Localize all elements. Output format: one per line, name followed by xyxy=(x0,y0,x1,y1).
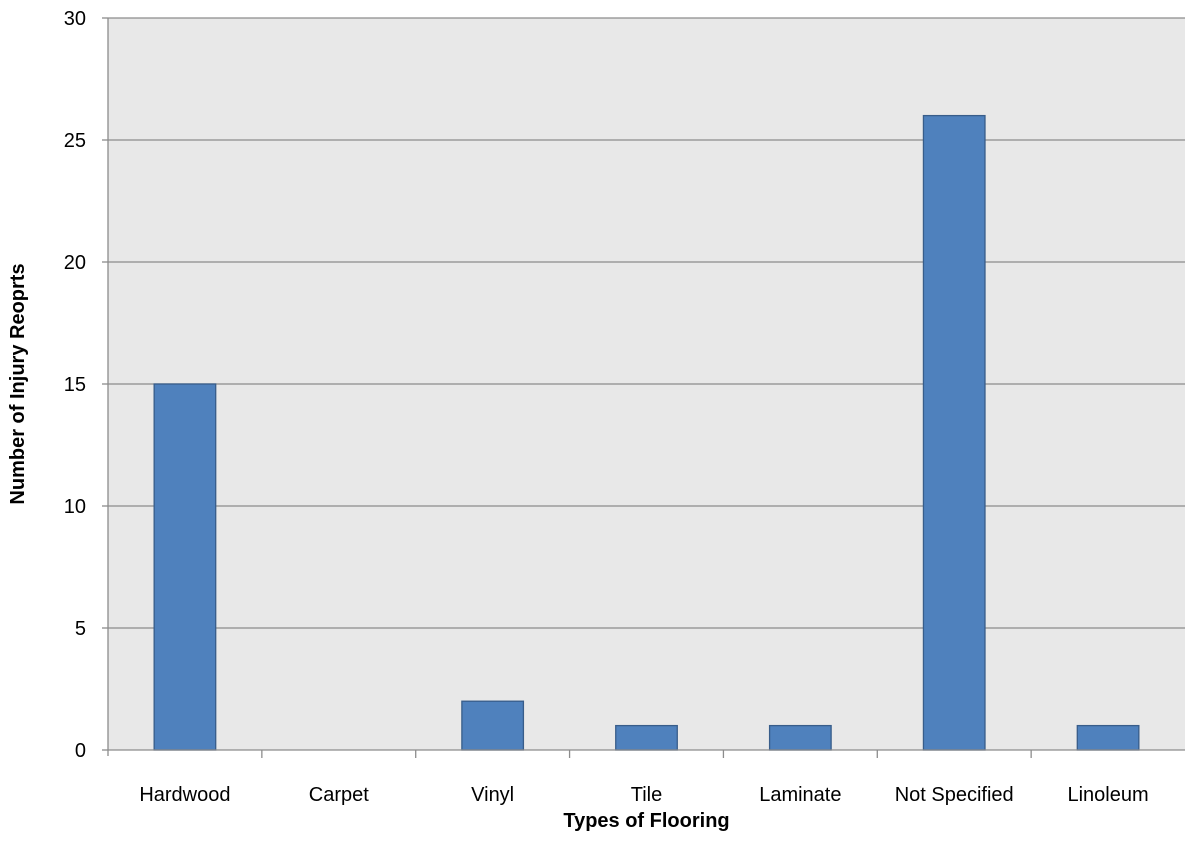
x-tick-label: Laminate xyxy=(759,784,841,806)
y-tick-label: 0 xyxy=(75,740,86,762)
x-tick-labels: Hardwood Carpet Vinyl Tile Laminate Not Speci… xyxy=(139,784,1148,806)
bar-not-specified xyxy=(922,114,986,751)
bar-vinyl xyxy=(461,700,525,751)
y-tick-label: 25 xyxy=(64,130,86,152)
x-tick-label: Not Specified xyxy=(895,784,1014,806)
bars xyxy=(153,114,1140,751)
x-tick-label: Vinyl xyxy=(471,784,514,806)
y-axis-title: Number of Injury Reoprts xyxy=(7,263,29,504)
x-tick-label: Hardwood xyxy=(139,784,230,806)
y-tick-labels: 0 5 10 15 20 25 30 xyxy=(64,8,86,762)
bar-tile xyxy=(615,724,678,751)
bar-hardwood xyxy=(153,383,217,751)
y-tick-label: 5 xyxy=(75,618,86,640)
bar-laminate xyxy=(768,724,832,751)
x-tick-label: Tile xyxy=(631,784,662,806)
gridlines xyxy=(108,17,1185,629)
x-tick-label: Carpet xyxy=(309,784,369,806)
y-tick-label: 10 xyxy=(64,496,86,518)
axes xyxy=(102,17,1185,758)
y-tick-label: 30 xyxy=(64,8,86,30)
x-axis-title: Types of Flooring xyxy=(563,810,729,832)
y-tick-label: 20 xyxy=(64,252,86,274)
y-tick-label: 15 xyxy=(64,374,86,396)
bar-linoleum xyxy=(1076,724,1140,751)
x-tick-label: Linoleum xyxy=(1067,784,1148,806)
